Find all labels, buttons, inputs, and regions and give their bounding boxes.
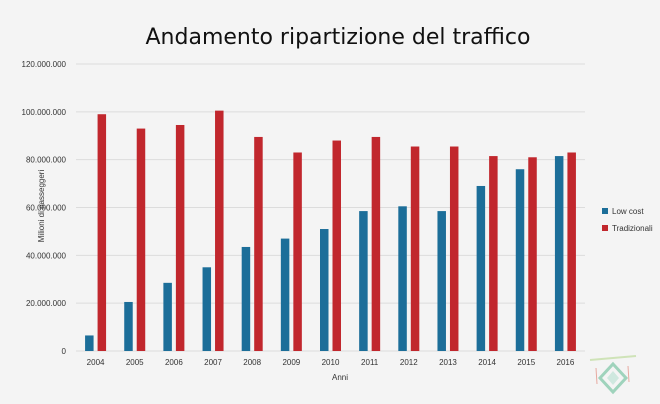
y-axis-label: Milioni di passeggeri xyxy=(37,170,46,243)
x-tick-label: 2012 xyxy=(400,358,418,367)
bar-low-cost xyxy=(476,185,486,351)
x-tick-label: 2004 xyxy=(87,358,105,367)
bar-tradizionali xyxy=(97,114,107,351)
bar-tradizionali xyxy=(489,156,498,351)
bar-low-cost xyxy=(554,156,564,351)
y-tick-label: 40.000.000 xyxy=(26,251,67,260)
y-axis-ticks: 0 20.000.000 40.000.000 60.000.000 80.000.00… xyxy=(22,60,67,356)
y-tick-label: 0 xyxy=(62,347,67,356)
legend-swatch xyxy=(602,225,608,231)
y-tick-label: 100.000.000 xyxy=(22,108,67,117)
bar-tradizionali xyxy=(136,128,146,351)
bar-low-cost xyxy=(515,169,525,351)
y-tick-label: 80.000.000 xyxy=(26,156,67,165)
x-axis-label: Anni xyxy=(332,373,348,382)
chart-title: Andamento ripartizione del traffico xyxy=(146,25,531,50)
x-tick-label: 2013 xyxy=(439,358,457,367)
x-tick-label: 2010 xyxy=(322,358,340,367)
x-tick-label: 2014 xyxy=(478,358,496,367)
bar-tradizionali xyxy=(449,146,459,351)
gridlines xyxy=(76,63,585,352)
x-tick-label: 2009 xyxy=(282,358,300,367)
bar-low-cost xyxy=(398,206,407,351)
y-tick-label: 120.000.000 xyxy=(22,60,67,69)
bar-tradizionali xyxy=(254,136,263,351)
legend-swatch xyxy=(602,208,608,214)
bar-low-cost xyxy=(280,238,290,351)
bar-tradizionali xyxy=(528,157,537,351)
bars xyxy=(85,110,576,351)
x-tick-label: 2016 xyxy=(557,358,575,367)
x-tick-label: 2015 xyxy=(517,358,535,367)
bar-low-cost xyxy=(124,301,133,351)
bar-low-cost xyxy=(359,211,368,351)
x-tick-label: 2011 xyxy=(361,358,379,367)
bar-low-cost xyxy=(163,282,172,351)
x-tick-label: 2008 xyxy=(243,358,261,367)
x-tick-label: 2007 xyxy=(204,358,222,367)
bar-low-cost xyxy=(202,267,212,351)
legend: Low cost Tradizionali xyxy=(602,207,653,233)
bar-tradizionali xyxy=(371,136,381,351)
legend-label: Tradizionali xyxy=(612,224,653,233)
bar-low-cost xyxy=(85,335,94,351)
bar-low-cost xyxy=(320,229,329,351)
bar-low-cost xyxy=(241,246,251,351)
bar-tradizionali xyxy=(410,146,420,351)
x-tick-label: 2005 xyxy=(126,358,144,367)
y-tick-label: 60.000.000 xyxy=(26,204,67,213)
legend-label: Low cost xyxy=(612,207,644,216)
bar-tradizionali xyxy=(175,124,185,351)
bar-low-cost xyxy=(437,211,446,351)
bar-tradizionali xyxy=(293,152,302,351)
x-axis-ticks: 2004 2005 2006 2007 2008 2009 2010 2011 2012 2013… xyxy=(87,358,575,367)
bar-tradizionali xyxy=(215,110,224,351)
bar-tradizionali xyxy=(332,140,341,351)
x-tick-label: 2006 xyxy=(165,358,183,367)
watermark-logo xyxy=(589,355,637,395)
bar-tradizionali xyxy=(567,152,576,351)
y-tick-label: 20.000.000 xyxy=(26,299,67,308)
